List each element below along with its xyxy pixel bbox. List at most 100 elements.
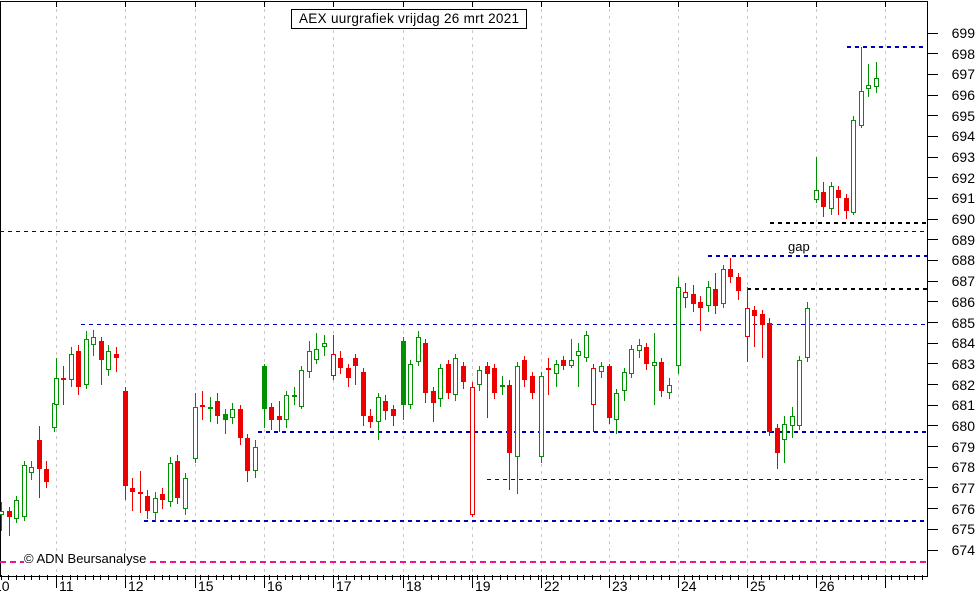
candle-body — [438, 368, 444, 400]
y-axis-price-label: 693 — [951, 149, 975, 166]
candle-body — [245, 438, 251, 472]
x-axis-major-tick — [56, 575, 57, 588]
candle-body — [83, 339, 89, 385]
candle-body — [91, 336, 97, 346]
candle-body — [400, 341, 406, 406]
y-axis-price-label: 698 — [951, 45, 975, 62]
candle-body — [735, 277, 741, 292]
level-line-689.8 — [770, 222, 927, 224]
candle-body — [651, 361, 657, 366]
x-axis-minor-tick — [630, 575, 632, 580]
candle-body — [666, 384, 672, 393]
candle-body — [330, 353, 336, 377]
x-axis-minor-tick — [760, 575, 762, 580]
x-axis-minor-tick — [791, 575, 793, 580]
y-axis-price-label: 676 — [951, 500, 975, 517]
day-boundary-gridline — [195, 2, 196, 574]
candle-body — [752, 310, 758, 317]
x-axis-minor-tick — [392, 575, 394, 580]
gap-annotation: gap — [786, 239, 812, 254]
y-axis-price-label: 690 — [951, 211, 975, 228]
candle-wick — [570, 339, 572, 368]
x-axis-minor-tick — [77, 575, 79, 580]
x-axis-minor-tick — [323, 575, 325, 580]
x-axis-minor-tick — [622, 575, 624, 580]
x-axis-minor-tick — [269, 575, 271, 580]
candle-wick — [578, 343, 580, 387]
candle-wick — [868, 64, 870, 98]
x-axis-day-label: 15 — [198, 578, 214, 594]
x-axis-top-tick — [609, 2, 610, 7]
candle-body — [21, 465, 27, 517]
candle-body — [261, 365, 267, 410]
candle-body — [375, 396, 381, 422]
x-axis-top-tick — [472, 2, 473, 7]
candle-body — [576, 351, 582, 356]
x-axis-minor-tick — [346, 575, 348, 580]
y-axis-tick — [927, 156, 938, 158]
x-axis-minor-tick — [707, 575, 709, 580]
candle-body — [629, 349, 635, 375]
y-axis-price-label: 692 — [951, 169, 975, 186]
x-axis-minor-tick — [161, 575, 163, 580]
y-axis-tick — [927, 73, 938, 75]
y-axis-tick — [927, 115, 938, 117]
y-axis-price-label: 674 — [951, 542, 975, 558]
x-axis-minor-tick — [338, 575, 340, 580]
x-axis-top-tick — [195, 2, 196, 7]
x-axis-top-tick — [541, 2, 542, 7]
x-axis-minor-tick — [15, 575, 17, 580]
y-axis-price-label: 696 — [951, 87, 975, 104]
candle-wick — [486, 361, 488, 418]
x-axis-major-tick — [609, 575, 610, 588]
x-axis-minor-tick — [200, 575, 202, 580]
x-axis-minor-tick — [783, 575, 785, 580]
x-axis-minor-tick — [614, 575, 616, 580]
x-axis-day-label: 26 — [819, 578, 835, 594]
x-axis-day-label: 23 — [612, 578, 628, 594]
x-axis-minor-tick — [653, 575, 655, 580]
x-axis-minor-tick — [806, 575, 808, 580]
x-axis-minor-tick — [822, 575, 824, 580]
candle-body — [215, 401, 221, 416]
x-axis-minor-tick — [246, 575, 248, 580]
candle-wick — [875, 61, 877, 93]
x-axis-top-tick — [56, 2, 57, 7]
x-axis-day-label: 19 — [475, 578, 491, 594]
x-axis-minor-tick — [860, 575, 862, 580]
candle-body — [200, 405, 206, 408]
x-axis-top-tick — [333, 2, 334, 7]
candle-body — [36, 440, 42, 470]
x-axis-top-tick — [816, 2, 817, 7]
y-axis-price-label: 678 — [951, 459, 975, 476]
candle-wick — [860, 47, 862, 129]
x-axis-minor-tick — [891, 575, 893, 580]
day-boundary-gridline — [609, 2, 610, 574]
candle-body — [415, 336, 421, 362]
y-axis-tick — [927, 487, 938, 489]
candle-body — [843, 198, 849, 211]
x-axis-minor-tick — [276, 575, 278, 580]
x-axis-minor-tick — [829, 575, 831, 580]
x-axis-minor-tick — [215, 575, 217, 580]
y-axis-tick — [927, 259, 938, 261]
x-axis-minor-tick — [230, 575, 232, 580]
x-axis-minor-tick — [899, 575, 901, 580]
candle-body — [583, 334, 589, 358]
x-axis-top-tick — [264, 2, 265, 7]
y-axis-tick — [927, 425, 938, 427]
x-axis-minor-tick — [868, 575, 870, 580]
y-axis-tick — [927, 135, 938, 137]
x-axis-minor-tick — [507, 575, 509, 580]
candle-wick — [8, 506, 10, 536]
x-axis-minor-tick — [584, 575, 586, 580]
candle-wick — [355, 353, 357, 385]
y-axis-tick — [927, 404, 938, 406]
y-axis-price-label: 689 — [951, 231, 975, 248]
x-axis-minor-tick — [714, 575, 716, 580]
y-axis-tick — [927, 508, 938, 510]
x-axis-minor-tick — [238, 575, 240, 580]
x-axis-minor-tick — [799, 575, 801, 580]
day-boundary-gridline — [885, 2, 886, 574]
